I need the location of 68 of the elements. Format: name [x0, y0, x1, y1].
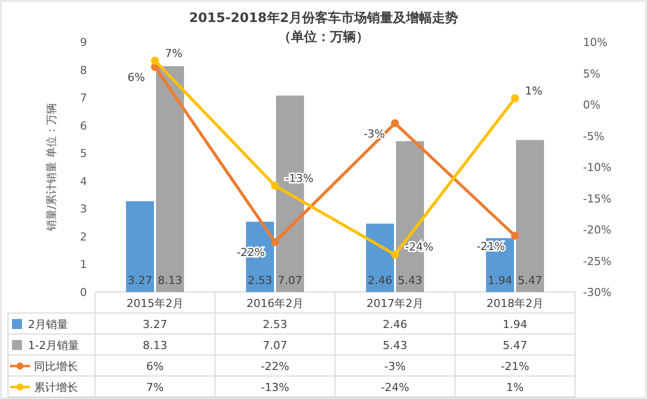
y-tick-label: 8	[80, 64, 87, 77]
y-tick-label: 4	[80, 174, 87, 188]
text: 5.43	[398, 274, 422, 287]
text: 2.53	[248, 274, 272, 287]
bar	[366, 224, 394, 292]
y-tick-label: 5	[80, 147, 87, 160]
text: 1%	[525, 84, 542, 98]
y2-tick-label: -15%	[583, 192, 612, 206]
data-label: 7.07	[262, 339, 288, 352]
text: 7%	[165, 46, 182, 60]
text: 2.46	[368, 274, 392, 287]
point	[271, 238, 279, 246]
y2-tick-label: -25%	[583, 254, 612, 268]
data-label: 3.27	[142, 318, 168, 331]
data-label: 7%	[146, 381, 164, 394]
bar	[516, 140, 544, 292]
data-label: 5.47	[502, 339, 528, 352]
x-tick-label: 2016年2月	[246, 297, 304, 310]
point	[271, 182, 279, 190]
text: 5.47	[518, 274, 542, 287]
legend-label: 累计增长	[34, 381, 78, 394]
data-label: 1%	[506, 381, 524, 394]
point	[391, 250, 399, 258]
x-tick-label: 2018年2月	[486, 297, 544, 310]
legend-label: 1-2月销量	[28, 339, 79, 352]
data-label: 6%	[146, 360, 164, 373]
y-tick-label: 0	[80, 286, 87, 299]
x-tick-label: 2017年2月	[366, 297, 424, 310]
data-label: -21%	[500, 360, 530, 373]
y2-tick-label: -20%	[583, 224, 612, 236]
data-label: -13%	[260, 381, 290, 394]
y-tick-label: 6	[80, 119, 87, 132]
y-tick-label: 9	[80, 36, 87, 49]
y-axis-title: 销量/累计销量 单位：万辆	[45, 102, 58, 232]
data-label: -22%	[260, 360, 290, 373]
y2-tick-label: 10%	[583, 36, 608, 49]
y2-tick-label: -30%	[583, 286, 612, 299]
legend-label: 同比增长	[34, 360, 78, 373]
data-label: 2.46	[382, 318, 408, 331]
point	[511, 232, 519, 240]
bar	[156, 66, 184, 292]
y2-tick-label: 0%	[583, 98, 600, 112]
y-tick-label: 3	[80, 202, 87, 216]
legend-label: 2月销量	[28, 318, 68, 331]
text: 6%	[128, 71, 145, 84]
text: 3.27	[128, 274, 152, 287]
data-label: 5.43	[382, 339, 408, 352]
chart-title: 2015-2018年2月份客车市场销量及增幅走势	[189, 10, 458, 26]
text: 8.13	[158, 274, 182, 287]
text: 7.07	[278, 274, 302, 287]
y2-tick-label: 5%	[583, 67, 600, 80]
point	[511, 94, 519, 102]
point	[151, 56, 159, 65]
data-label: 2.53	[262, 318, 288, 331]
y-tick-label: 1	[80, 258, 87, 272]
data-label: -3%	[384, 360, 406, 373]
data-label: 8.13	[142, 339, 168, 352]
point	[391, 119, 399, 128]
data-label: 1.94	[502, 318, 528, 331]
y2-tick-label: -10%	[583, 161, 612, 174]
data-label: -24%	[380, 381, 410, 394]
y2-tick-label: -5%	[583, 130, 604, 143]
bar	[126, 201, 154, 292]
chart-subtitle: （单位：万辆）	[278, 29, 369, 45]
text: 1.94	[488, 274, 512, 287]
y-tick-label: 2	[80, 230, 87, 244]
x-tick-label: 2015年2月	[126, 297, 184, 310]
y-tick-label: 7	[80, 92, 87, 105]
